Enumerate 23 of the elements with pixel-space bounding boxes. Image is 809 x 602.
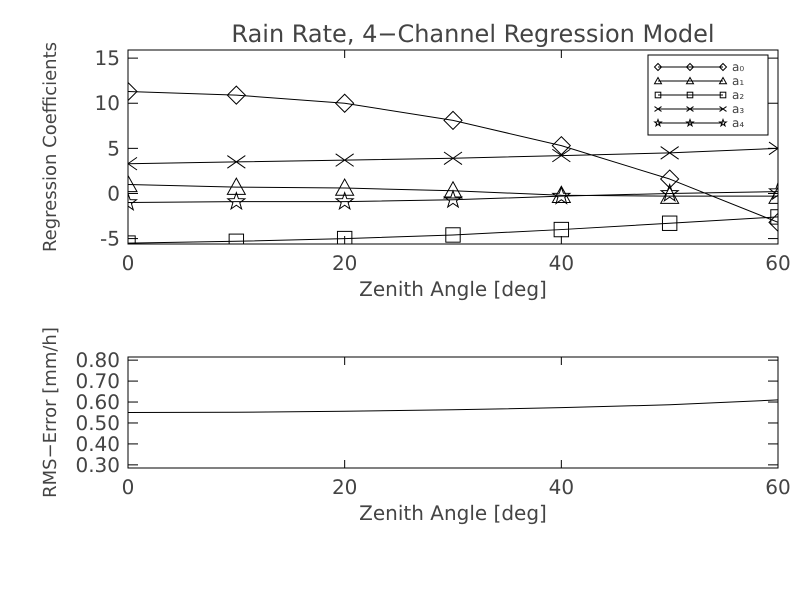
legend-label: a₀	[732, 60, 744, 74]
x-axis-title: Zenith Angle [deg]	[359, 501, 547, 525]
y-tick-label: 5	[107, 136, 120, 160]
x-tick-label: 60	[765, 475, 791, 499]
y-tick-label: 0	[107, 181, 120, 206]
x-tick-label: 40	[548, 475, 574, 499]
legend-label: a₁	[732, 74, 744, 88]
chart-title: Rain Rate, 4−Channel Regression Model	[231, 20, 715, 48]
x-axis-title: Zenith Angle [deg]	[359, 277, 547, 301]
x-tick-label: 60	[765, 251, 791, 275]
x-tick-label: 0	[122, 475, 134, 499]
x-tick-label: 0	[122, 251, 134, 275]
y-axis-title: Regression Coefficients	[40, 42, 61, 252]
y-tick-label: 15	[94, 46, 120, 70]
legend-label: a₃	[732, 102, 744, 116]
y-axis-title: RMS−Error [mm/h]	[40, 327, 61, 498]
y-tick-label: -5	[100, 226, 120, 251]
x-tick-label: 40	[548, 251, 574, 275]
x-tick-label: 20	[332, 251, 358, 275]
legend-label: a₂	[732, 88, 744, 102]
y-tick-label: 10	[94, 91, 120, 116]
x-tick-label: 20	[332, 475, 358, 499]
legend-label: a₄	[732, 116, 744, 130]
